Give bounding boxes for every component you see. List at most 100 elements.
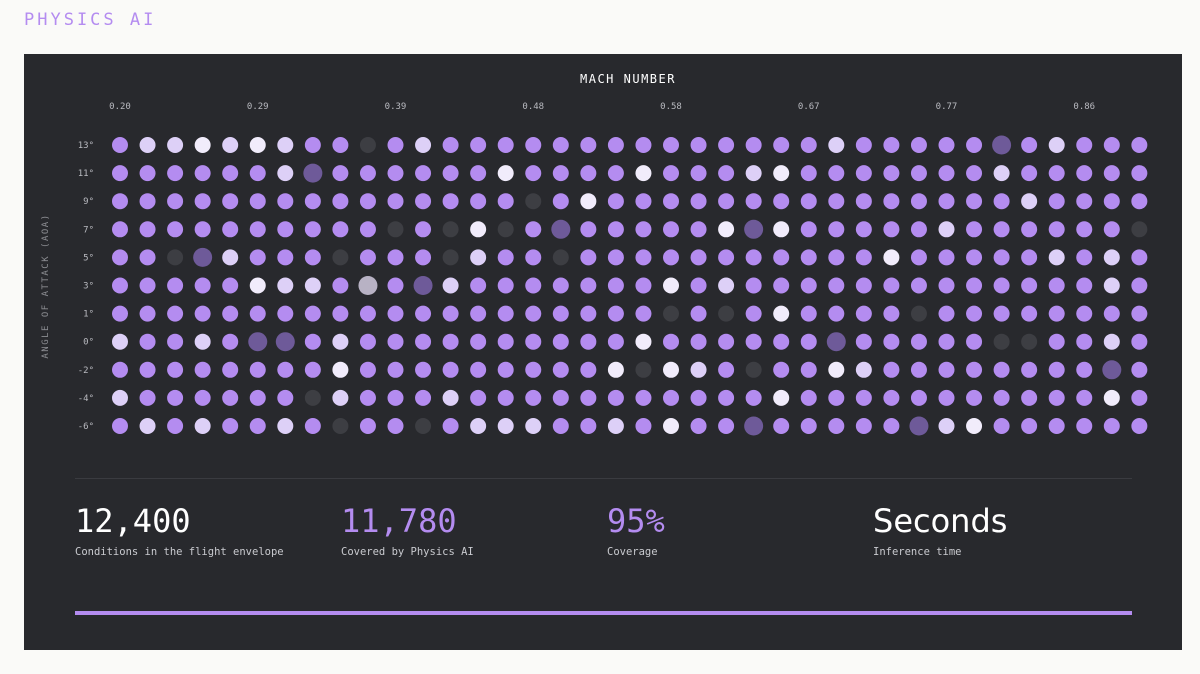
y-tick-label: 11° xyxy=(78,169,94,179)
condition-dot xyxy=(387,137,404,153)
condition-dot xyxy=(718,249,735,266)
condition-dot xyxy=(387,305,404,322)
condition-dot xyxy=(690,277,707,294)
condition-dot xyxy=(222,389,239,406)
condition-dot xyxy=(249,137,266,153)
condition-dot xyxy=(387,193,404,210)
condition-dot xyxy=(993,221,1010,238)
condition-dot xyxy=(855,389,872,406)
condition-dot xyxy=(690,418,707,434)
dot-grid xyxy=(112,135,1148,436)
condition-dot xyxy=(525,333,542,350)
stat-conditions-label: Conditions in the flight envelope xyxy=(75,546,284,558)
condition-dot xyxy=(800,389,817,406)
condition-dot xyxy=(442,389,459,406)
condition-dot xyxy=(745,389,762,406)
condition-dot xyxy=(718,305,735,322)
condition-dot xyxy=(745,277,762,294)
condition-dot xyxy=(883,277,900,294)
condition-dot xyxy=(112,137,128,153)
condition-dot xyxy=(1076,389,1093,406)
condition-dot xyxy=(1076,249,1093,266)
condition-dot xyxy=(249,418,266,434)
condition-dot xyxy=(167,249,184,266)
condition-dot xyxy=(167,418,184,434)
condition-dot xyxy=(167,193,184,210)
condition-dot xyxy=(413,276,433,295)
condition-dot xyxy=(828,165,845,182)
coverage-progress-fill xyxy=(75,611,1132,615)
condition-dot xyxy=(938,165,955,182)
condition-dot xyxy=(855,249,872,266)
condition-dot xyxy=(525,249,542,266)
condition-dot xyxy=(744,219,764,239)
condition-dot xyxy=(139,277,156,294)
condition-dot xyxy=(910,361,927,378)
condition-dot xyxy=(194,389,211,406)
condition-dot xyxy=(139,193,156,210)
condition-dot xyxy=(552,418,569,434)
condition-dot xyxy=(800,137,817,153)
condition-dot xyxy=(277,193,294,210)
condition-dot xyxy=(580,333,597,350)
condition-dot xyxy=(663,418,679,434)
condition-dot xyxy=(304,277,321,294)
condition-dot xyxy=(800,221,817,238)
condition-dot xyxy=(1021,333,1038,350)
condition-dot xyxy=(112,418,128,434)
condition-dot xyxy=(938,333,955,350)
condition-dot xyxy=(1021,249,1038,266)
condition-dot xyxy=(497,137,514,153)
condition-dot xyxy=(112,389,128,406)
stat-coverage: 95% Coverage xyxy=(607,502,665,558)
condition-dot xyxy=(1103,389,1120,406)
condition-dot xyxy=(249,305,266,322)
condition-dot xyxy=(607,418,624,434)
condition-dot xyxy=(966,193,983,210)
condition-dot xyxy=(525,389,542,406)
condition-dot xyxy=(993,305,1010,322)
condition-dot xyxy=(1048,418,1065,434)
condition-dot xyxy=(387,389,404,406)
condition-dot xyxy=(828,361,845,378)
condition-dot xyxy=(993,361,1010,378)
x-tick-label: 0.58 xyxy=(660,102,682,112)
y-tick-label: 3° xyxy=(83,282,94,292)
condition-dot xyxy=(966,137,983,153)
condition-dot xyxy=(249,249,266,266)
condition-dot xyxy=(663,165,679,182)
condition-dot xyxy=(194,333,211,350)
condition-dot xyxy=(690,305,707,322)
condition-dot xyxy=(607,137,624,153)
stat-coverage-value: 95% xyxy=(607,502,665,540)
condition-dot xyxy=(800,249,817,266)
condition-dot xyxy=(552,333,569,350)
condition-dot xyxy=(194,305,211,322)
condition-dot xyxy=(194,137,211,153)
condition-dot xyxy=(580,221,597,238)
condition-dot xyxy=(883,249,900,266)
condition-dot xyxy=(938,361,955,378)
condition-dot xyxy=(303,163,323,183)
condition-dot xyxy=(277,305,294,322)
condition-dot xyxy=(773,137,790,153)
condition-dot xyxy=(1131,193,1148,210)
condition-dot xyxy=(635,389,652,406)
condition-dot xyxy=(828,305,845,322)
condition-dot xyxy=(1131,389,1148,406)
condition-dot xyxy=(497,277,514,294)
condition-dot xyxy=(139,249,156,266)
y-axis-title: ANGLE OF ATTACK (AOA) xyxy=(41,213,51,358)
condition-dot xyxy=(580,277,597,294)
condition-dot xyxy=(112,277,128,294)
condition-dot xyxy=(112,165,128,182)
condition-dot xyxy=(663,249,679,266)
condition-dot xyxy=(910,389,927,406)
condition-dot xyxy=(359,418,376,434)
condition-dot xyxy=(442,333,459,350)
x-tick-label: 0.39 xyxy=(385,102,407,112)
condition-dot xyxy=(773,249,790,266)
condition-dot xyxy=(773,165,790,182)
condition-dot xyxy=(332,137,349,153)
condition-dot xyxy=(828,249,845,266)
